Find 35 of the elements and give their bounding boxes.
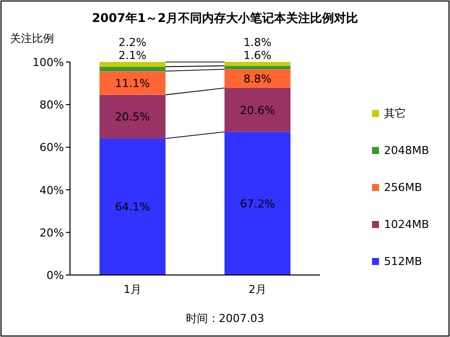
bar [100, 71, 166, 95]
y-tick-label: 80% [40, 98, 64, 112]
data-label: 11.1% [115, 76, 150, 90]
legend-label: 256MB [384, 181, 422, 194]
chart-title: 2007年1～2月不同内存大小笔记本关注比例对比 [92, 11, 358, 25]
bar [100, 66, 166, 72]
y-tick-label: 40% [40, 184, 64, 197]
text: 时间：2007.03 [186, 312, 264, 325]
y-axis-title: 关注比例 [10, 32, 54, 45]
x-tick-label: 1月 [124, 283, 142, 296]
data-label: 20.5% [115, 110, 150, 124]
y-tick-label: 20% [40, 226, 64, 240]
data-label: 1.6% [244, 49, 272, 62]
legend-label: 2048MB [384, 144, 430, 157]
bar [224, 132, 290, 275]
bar [224, 88, 290, 132]
data-label: 1.8% [244, 36, 272, 49]
data-label: 2.2% [118, 36, 146, 49]
x-tick-label: 2月 [248, 283, 266, 296]
y-tick-label: 100% [32, 56, 64, 69]
bar [100, 94, 166, 138]
data-label: 20.6% [240, 104, 275, 117]
data-label: 2.1% [118, 49, 146, 62]
legend-label: 512MB [384, 255, 422, 268]
y-tick-label: 60% [40, 141, 64, 154]
bar [224, 69, 290, 88]
legend-label: 1024MB [384, 218, 430, 231]
data-label: 8.8% [244, 72, 272, 86]
bar [100, 138, 166, 275]
y-tick-label: 0% [46, 269, 64, 282]
data-label: 64.1% [115, 200, 150, 214]
data-label: 67.2% [240, 197, 275, 210]
bar [100, 62, 166, 67]
legend-label: 其它 [384, 107, 406, 120]
bar [224, 62, 290, 66]
